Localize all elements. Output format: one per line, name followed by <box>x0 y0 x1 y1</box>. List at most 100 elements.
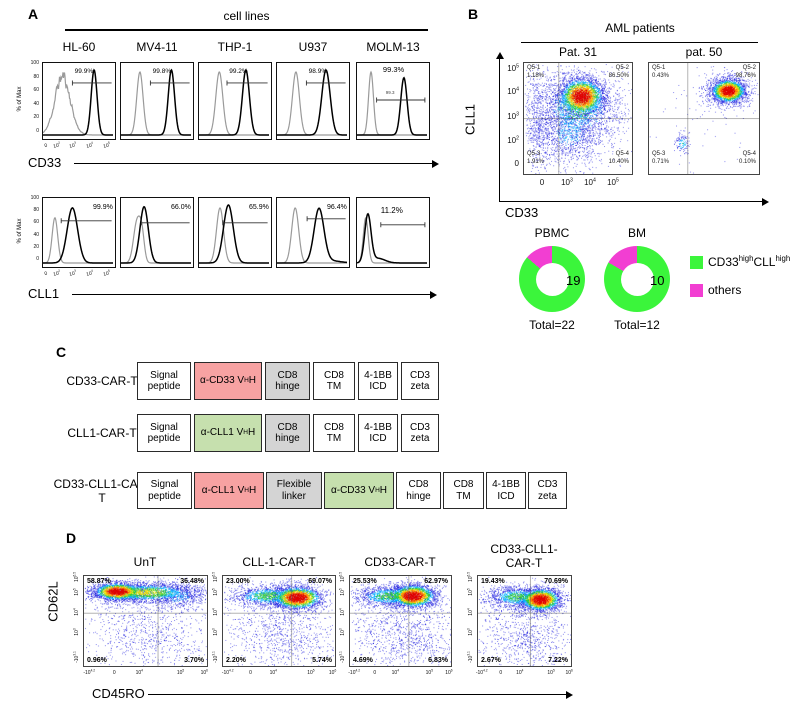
construct-name-cd33-car-t: CD33-CAR-T <box>66 374 138 388</box>
flow-plot-cd33-cll1-car-t: 19.43% 70.69% 2.67% 7.22% <box>477 575 572 667</box>
axis-tick-label: 102 <box>507 135 519 145</box>
histogram-hl60-cll1: 99.9% <box>42 197 116 268</box>
axis-tick-label: 100 <box>30 60 39 66</box>
gate-percentage: 11.2% <box>380 206 403 216</box>
cd33-axis-arrowhead <box>432 160 439 168</box>
axis-tick-label: 106 <box>200 668 208 676</box>
axis-tick-label: 105 <box>102 268 111 278</box>
axis-tick-label: -104.2 <box>475 668 488 676</box>
histogram-hl60-cd33: 99.9% <box>42 62 116 140</box>
axis-tick-label: 105 <box>176 668 185 676</box>
quadrant-percentage: 3.70% <box>184 657 204 664</box>
cd45ro-axis-line <box>148 694 566 696</box>
axis-tick-label: 104 <box>72 608 80 616</box>
donut-title-bm: BM <box>628 226 646 240</box>
axis-tick-label: 0 <box>514 159 519 168</box>
car-construct-box: Signal peptide <box>137 362 191 400</box>
axis-tick-label: 104 <box>466 608 474 616</box>
car-construct-box: CD8 TM <box>313 414 355 452</box>
histogram-u937-cd33: 98.9% <box>276 62 350 140</box>
axis-tick-label: 103 <box>68 140 77 150</box>
axis-tick-label: 80 <box>33 73 39 80</box>
panel-b-title: AML patients <box>605 21 675 35</box>
construct-row-cll1-car-t: Signal peptide α-CLL1 V H H CD8 hinge CD8 TM 4… <box>137 414 439 452</box>
gate-percentage: 99.9% <box>92 204 113 212</box>
quadrant-label: Q5-4 10.40% <box>608 151 629 165</box>
axis-tick-label: 105 <box>102 140 111 150</box>
legend-swatch-cd33high-cll1high <box>690 256 703 269</box>
car-construct-box: CD8 TM <box>443 472 484 509</box>
cll1-axis-line-vertical <box>499 58 501 202</box>
axis-tick-label: 0 <box>36 128 39 134</box>
panel-b-label: B <box>468 6 479 22</box>
axis-tick-label: 103 <box>561 177 573 187</box>
panel-c-label: C <box>56 344 67 360</box>
quadrant-label: Q5-1 1.18% <box>527 65 545 79</box>
quadrant-percentage: 5.74% <box>312 657 332 664</box>
cll1-axis-arrowhead-up <box>496 52 504 59</box>
axis-tick-label: 103 <box>211 628 219 636</box>
donut-hole <box>535 262 569 296</box>
quadrant-percentage: 2.20% <box>226 657 246 664</box>
cell-line-title-molm13: MOLM-13 <box>366 40 420 54</box>
axis-tick-label: 0 <box>499 670 503 676</box>
axis-tick-label: 104 <box>135 668 143 676</box>
axis-tick-label: 106 <box>445 668 453 676</box>
cll1-axis-label: CLL1 <box>28 286 60 301</box>
car-construct-box: CD8 TM <box>313 362 355 400</box>
donut-total-bm: Total=12 <box>614 318 660 332</box>
car-construct-box: Signal peptide <box>137 472 192 509</box>
quadrant-percentage: 70.69% <box>544 578 568 585</box>
flow-plot-pat-50: Q5-1 0.43% Q5-2 98.76% Q5-3 0.71% Q5-4 0.10% <box>648 62 760 175</box>
axis-tick-label: 20 <box>33 243 39 250</box>
axis-tick-label: 103 <box>507 111 519 121</box>
cd33-axis-label: CD33 <box>28 155 62 170</box>
cd33-axis-arrowhead <box>762 198 769 206</box>
cll1-axis-line <box>72 294 430 296</box>
car-construct-box: Signal peptide <box>137 414 191 452</box>
quadrant-percentage: 4.69% <box>353 657 373 664</box>
axis-tick-label: 103 <box>338 628 346 636</box>
gate-percentage: 66.0% <box>170 204 191 212</box>
axis-tick-label: 104 <box>85 140 94 150</box>
y-axis-label-cll1: CLL1 <box>462 103 478 136</box>
quadrant-percentage: 0.96% <box>87 657 107 664</box>
plot-title-cd33-car-t: CD33-CAR-T <box>364 555 436 569</box>
gate-percentage: 99.8% <box>152 68 172 76</box>
axis-tick-label: 0 <box>373 670 377 676</box>
scatter-canvas <box>524 63 632 174</box>
construct-name-cd33-cll1-car-t: CD33-CLL1-CAR-T <box>53 476 151 505</box>
quadrant-label: Q5-4 0.10% <box>738 151 756 165</box>
quadrant-percentage: 36.48% <box>180 578 204 585</box>
quadrant-percentage: 2.67% <box>481 657 501 664</box>
construct-row-cd33-cll1-car-t: Signal peptide α-CLL1 V H H Flexible linker α… <box>137 472 567 509</box>
histogram-mv411-cll1: 66.0% <box>120 197 194 268</box>
axis-tick-label: -104.2 <box>348 668 361 676</box>
histogram-u937-cll1: 96.4% <box>276 197 350 268</box>
axis-tick-label: 80 <box>33 207 39 214</box>
gate-percentage: 99.3% <box>382 64 405 74</box>
gate-percentage: 99.9% <box>74 68 94 76</box>
histogram-molm13-cll1: 11.2% <box>356 197 430 268</box>
axis-tick-label: -103.1 <box>211 650 219 663</box>
axis-tick-label: 104 <box>338 608 346 616</box>
car-construct-box: CD3 zeta <box>401 414 439 452</box>
histogram-thp1-cd33: 99.2% <box>198 62 272 140</box>
axis-tick-label: 0 <box>112 670 116 676</box>
axis-tick-label: 60 <box>33 219 39 226</box>
flow-plot-cll-1-car-t: 23.00% 69.07% 2.20% 5.74% <box>222 575 336 667</box>
scatter-canvas <box>649 63 759 174</box>
cell-lines-underline <box>65 29 428 31</box>
car-construct-box: 4-1BB ICD <box>358 362 398 400</box>
car-construct-box: CD8 hinge <box>265 362 310 400</box>
axis-tick-label: 104 <box>211 608 219 616</box>
axis-tick-label: 104 <box>85 268 94 278</box>
cd33-axis-line <box>74 163 432 165</box>
donut-total-pbmc: Total=22 <box>529 318 575 332</box>
axis-tick-label: 40 <box>33 100 39 107</box>
plot-title-unt: UnT <box>133 555 157 569</box>
car-construct-box: Flexible linker <box>266 472 322 509</box>
